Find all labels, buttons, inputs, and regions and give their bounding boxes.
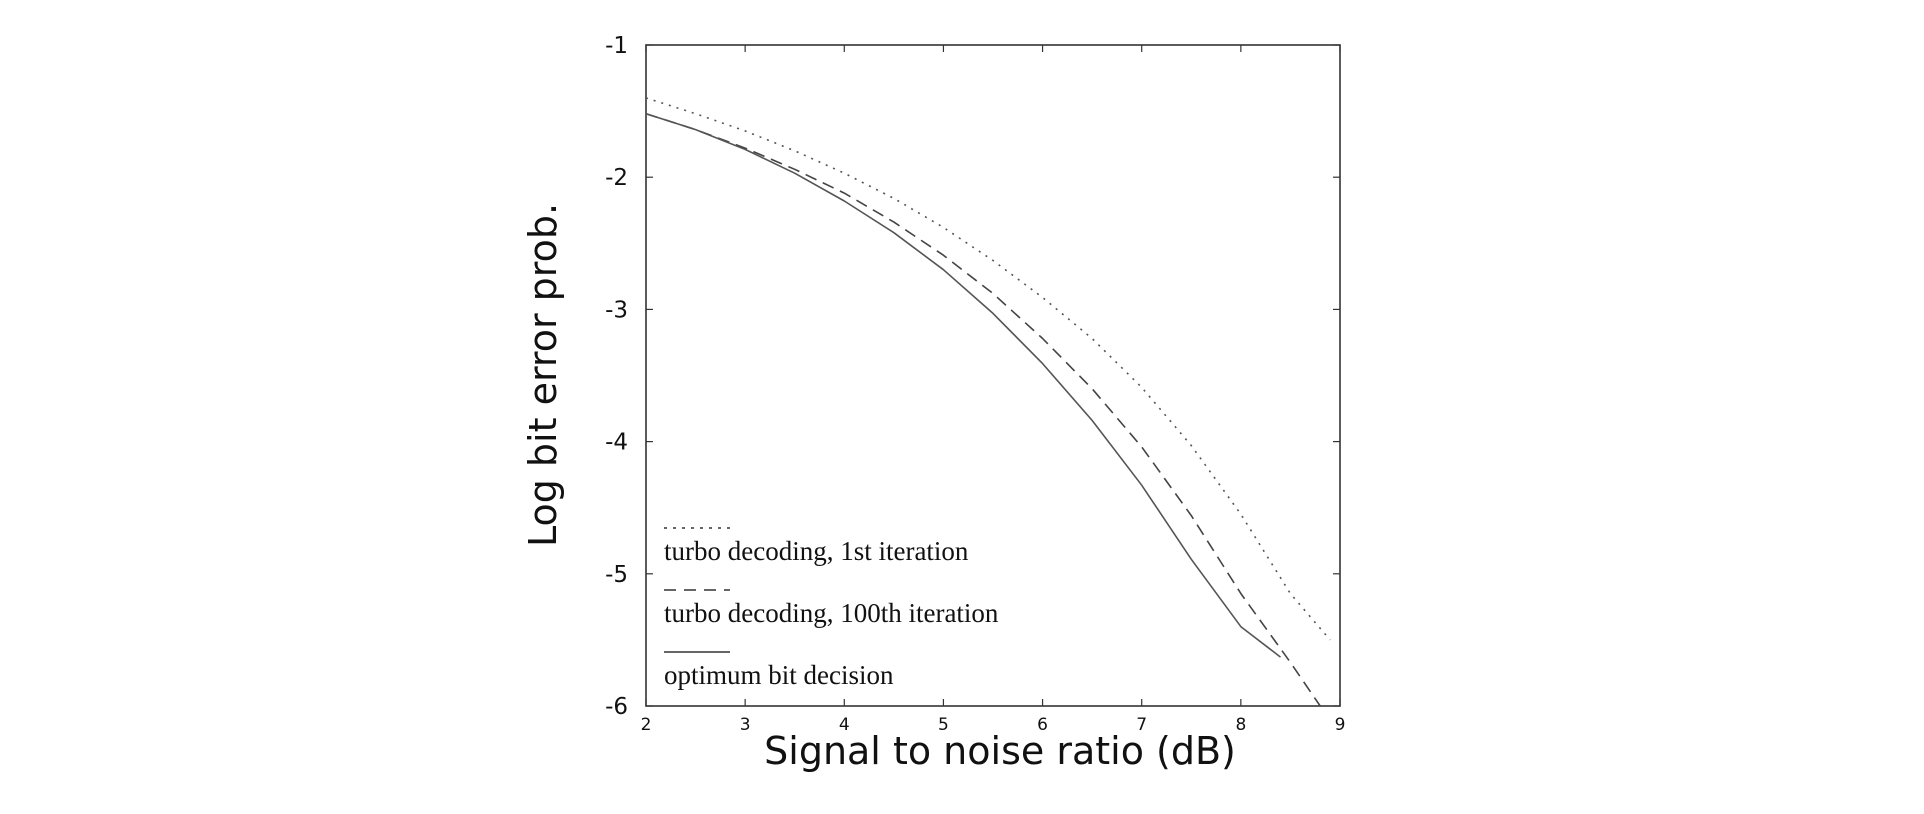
x-tick-label: 2 [641, 715, 652, 735]
series-line-2 [645, 112, 1321, 707]
y-tick-label: -3 [605, 297, 628, 323]
series-line-3 [645, 112, 1281, 658]
x-axis-title: Signal to noise ratio (dB) [764, 729, 1236, 773]
legend-label-2: turbo decoding, 100th iteration [664, 598, 999, 628]
y-tick-label: -6 [605, 694, 628, 720]
x-tick-label: 5 [938, 715, 949, 735]
y-tick-label: -1 [605, 33, 628, 59]
x-tick-label: 3 [740, 715, 751, 735]
series-layer [645, 97, 1331, 707]
y-tick-label: -4 [605, 430, 628, 456]
x-tick-label: 8 [1235, 715, 1246, 735]
x-tick-label: 6 [1037, 715, 1048, 735]
y-tick-label: -2 [605, 165, 628, 191]
y-tick-label: -5 [605, 562, 628, 588]
legend-label-3: optimum bit decision [664, 660, 894, 690]
x-tick-label: 4 [839, 715, 850, 735]
plot-frame [645, 44, 1341, 707]
legend: turbo decoding, 1st iteration turbo decod… [664, 527, 999, 690]
x-tick-label: 7 [1136, 715, 1147, 735]
x-tick-label: 9 [1335, 715, 1346, 735]
series-line-1 [645, 97, 1331, 641]
y-axis-title: Log bit error prob. [521, 203, 565, 547]
axis-ticks: 2 3 4 5 6 7 8 9 -1 -2 -3 -4 -5 -6 [605, 33, 1345, 735]
legend-label-1: turbo decoding, 1st iteration [664, 536, 969, 566]
